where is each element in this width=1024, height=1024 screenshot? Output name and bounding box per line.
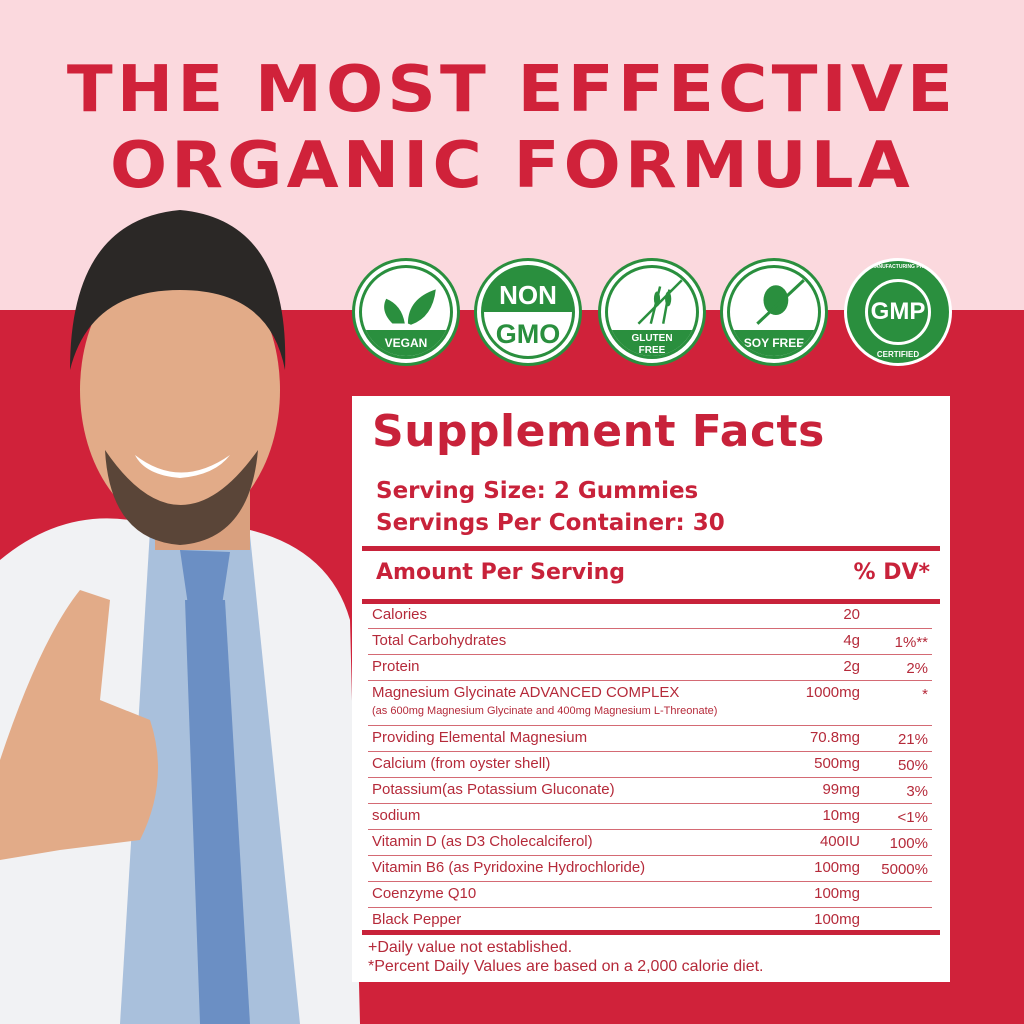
nutrient-name: Vitamin D (as D3 Cholecalciferol) [372, 833, 593, 850]
nutrient-dv: 1%** [894, 634, 928, 651]
badge-label: GLUTEN FREE [608, 329, 696, 356]
table-row: Providing Elemental Magnesium 70.8mg 21% [368, 726, 932, 752]
headline: THE MOST EFFECTIVE ORGANIC FORMULA [0, 52, 1024, 204]
nutrient-dv: 3% [906, 783, 928, 800]
supplement-facts-title: Supplement Facts [372, 406, 825, 457]
badge-soy-free: SOY FREE [720, 258, 828, 366]
nutrient-name: Calcium (from oyster shell) [372, 755, 551, 772]
nutrient-dv: 100% [889, 835, 928, 852]
nutrient-amount: 100mg [814, 911, 860, 928]
gmp-seal-icon: GMP [870, 298, 926, 325]
headline-line1: THE MOST EFFECTIVE [66, 53, 958, 127]
footnote-percent-dv: *Percent Daily Values are based on a 2,0… [368, 958, 764, 975]
table-row: Vitamin B6 (as Pyridoxine Hydrochloride)… [368, 856, 932, 882]
badge-label-line1: GLUTEN [631, 332, 673, 344]
table-row: sodium 10mg <1% [368, 804, 932, 830]
amount-per-serving-header: Amount Per Serving [376, 560, 626, 585]
nutrient-amount: 100mg [814, 859, 860, 876]
leaf-icon [384, 289, 436, 325]
nutrient-amount: 400IU [819, 833, 860, 850]
badge-vegan: VEGAN [352, 258, 460, 366]
nutrient-amount: 500mg [814, 755, 860, 772]
nutrient-amount: 70.8mg [809, 729, 860, 746]
divider [362, 599, 940, 604]
supplement-facts-panel: Supplement Facts Serving Size: 2 Gummies… [352, 396, 950, 982]
nutrient-detail: (as 600mg Magnesium Glycinate and 400mg … [372, 705, 718, 717]
badge-non-gmo: NON GMO [474, 258, 582, 366]
divider [362, 930, 940, 935]
dv-header: % DV* [853, 560, 931, 585]
badge-gmp: GMP GOOD MANUFACTURING PRACITCE CERTIFIE… [844, 258, 952, 366]
badge-label: VEGAN [362, 329, 450, 356]
non-gmo-icon: NON [499, 280, 557, 310]
badge-label: SOY FREE [730, 329, 818, 356]
doctor-photo [0, 210, 360, 1024]
nutrient-dv: 50% [897, 757, 928, 774]
nutrient-amount: 100mg [814, 885, 860, 902]
footnote-daily-value: +Daily value not established. [368, 939, 573, 956]
servings-per-container: Servings Per Container: 30 [376, 510, 725, 536]
table-row: Calcium (from oyster shell) 500mg 50% [368, 752, 932, 778]
nutrient-dv: 5000% [881, 861, 928, 878]
nutrient-name: sodium [372, 807, 421, 824]
gmp-ring-top: GOOD MANUFACTURING PRACITCE [854, 264, 942, 270]
table-row: Potassium(as Potassium Gluconate) 99mg 3% [368, 778, 932, 804]
nutrient-name: Magnesium Glycinate ADVANCED COMPLEX [372, 684, 680, 701]
soy-bean-crossed-icon [756, 279, 805, 325]
badge-gluten-free: GLUTEN FREE [598, 258, 706, 366]
nutrient-name: Vitamin B6 (as Pyridoxine Hydrochloride) [372, 859, 646, 876]
nutrient-amount: 10mg [822, 807, 860, 824]
wheat-crossed-icon [637, 279, 683, 325]
headline-line2: ORGANIC FORMULA [109, 129, 915, 203]
table-row: Coenzyme Q10 100mg [368, 882, 932, 908]
nutrient-dv: <1% [897, 809, 928, 826]
nutrient-name: Calories [372, 606, 428, 623]
nutrient-name: Coenzyme Q10 [372, 885, 477, 902]
nutrient-name: Potassium(as Potassium Gluconate) [372, 781, 615, 798]
table-row: Total Carbohydrates 4g 1%** [368, 629, 932, 655]
table-row: Calories 20 [368, 603, 932, 629]
nutrient-amount: 4g [843, 632, 860, 649]
nutrient-dv: 2% [906, 660, 928, 677]
nutrient-name: Total Carbohydrates [372, 632, 507, 649]
nutrient-amount: 99mg [822, 781, 860, 798]
nutrient-dv: * [922, 686, 928, 703]
table-row: Vitamin D (as D3 Cholecalciferol) 400IU 10… [368, 830, 932, 856]
table-row: Protein 2g 2% [368, 655, 932, 681]
nutrient-amount: 20 [843, 606, 860, 623]
nutrient-name: Providing Elemental Magnesium [372, 729, 588, 746]
badge-label: GMO [484, 312, 572, 356]
nutrient-name: Black Pepper [372, 911, 462, 928]
nutrient-amount: 2g [843, 658, 860, 675]
divider [362, 546, 940, 551]
table-row: Magnesium Glycinate ADVANCED COMPLEX (as … [368, 681, 932, 726]
badge-label-line2: FREE [638, 344, 666, 356]
gmp-ring-bottom: CERTIFIED [876, 350, 920, 359]
nutrient-dv: 21% [897, 731, 928, 748]
nutrient-amount: 1000mg [805, 684, 860, 701]
serving-size: Serving Size: 2 Gummies [376, 478, 699, 504]
nutrient-name: Protein [372, 658, 420, 675]
